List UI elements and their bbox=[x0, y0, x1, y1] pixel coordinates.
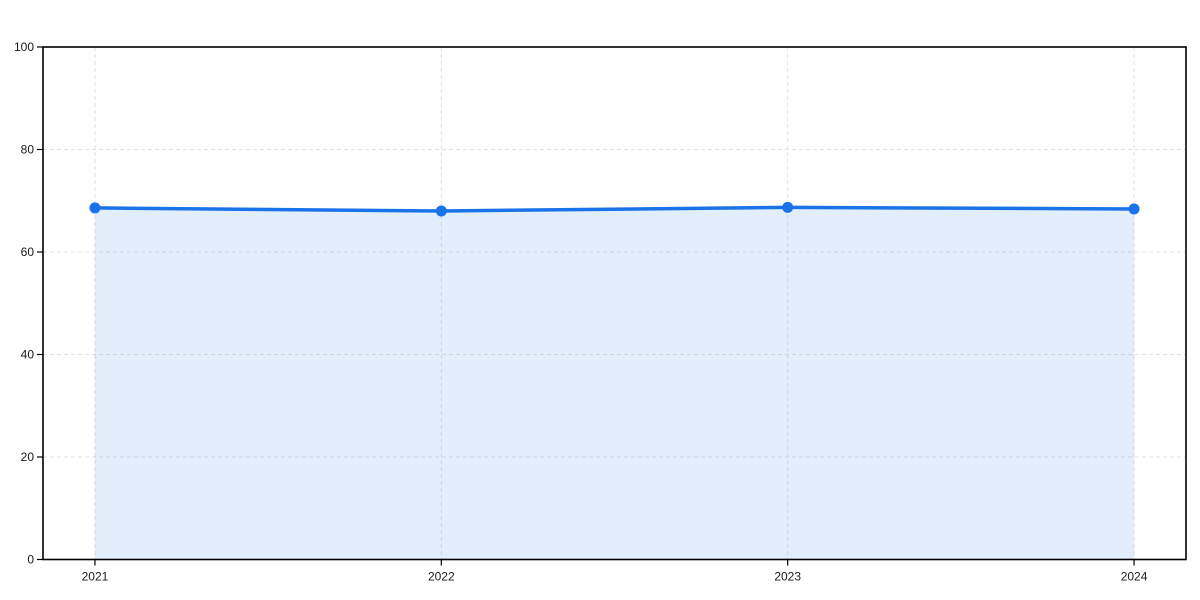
y-tick-label: 20 bbox=[21, 450, 35, 464]
y-tick-label: 40 bbox=[21, 348, 35, 362]
x-tick-label: 2024 bbox=[1121, 570, 1148, 584]
data-point-marker bbox=[435, 205, 447, 217]
data-point-marker bbox=[1128, 203, 1140, 215]
data-point-marker bbox=[782, 201, 794, 213]
x-tick-label: 2022 bbox=[428, 570, 455, 584]
x-tick-label: 2021 bbox=[82, 570, 109, 584]
y-tick-label: 60 bbox=[21, 245, 35, 259]
trend-line bbox=[93, 205, 1136, 213]
area-fill bbox=[94, 207, 1135, 560]
x-tick-label: 2023 bbox=[774, 570, 801, 584]
plot-border bbox=[42, 46, 1187, 561]
y-tick-label: 100 bbox=[14, 40, 34, 54]
y-tick-label: 0 bbox=[27, 553, 34, 567]
data-point-marker bbox=[89, 202, 101, 214]
y-tick-label: 80 bbox=[21, 143, 35, 157]
